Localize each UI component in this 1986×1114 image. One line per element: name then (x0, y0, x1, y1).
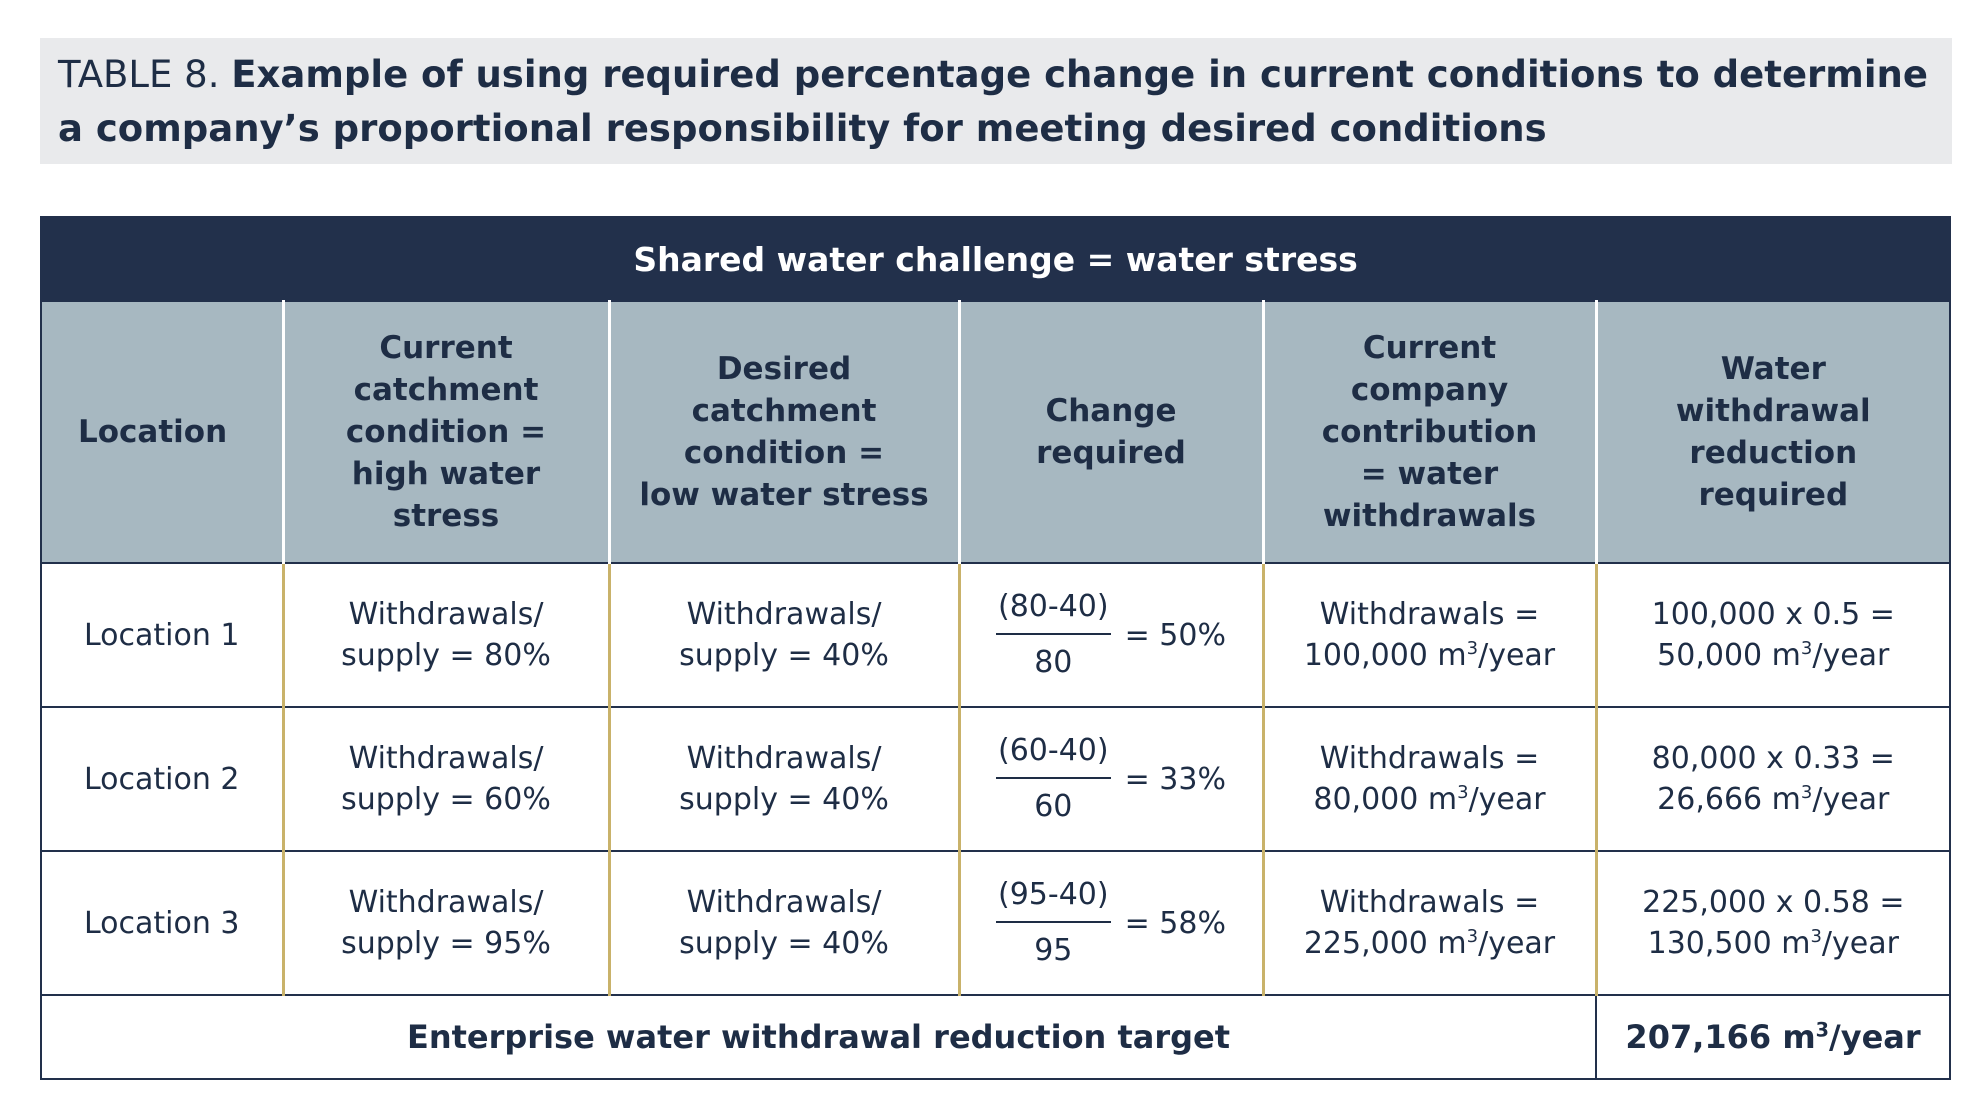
header-line: Water (1720, 351, 1826, 387)
change-required-cell: (80-40) 80 = 50% (957, 562, 1265, 708)
header-line: Current (379, 330, 513, 366)
header-line: Change (1045, 393, 1177, 429)
company-contribution-cell: Withdrawals = 100,000 m3/year (1261, 562, 1598, 708)
header-line: required (1698, 477, 1849, 513)
current-condition-cell: Withdrawals/supply = 80% (281, 562, 611, 708)
current-condition-cell: Withdrawals/supply = 60% (281, 706, 611, 852)
desired-condition-cell: Withdrawals/supply = 40% (607, 706, 961, 852)
fraction-result: = 33% (1124, 761, 1226, 797)
fraction-denominator: 80 (1034, 645, 1073, 680)
challenge-heading: Shared water challenge = water stress (39, 216, 1952, 302)
header-company-contribution: Current company contribution = water withdra… (1261, 301, 1598, 563)
header-line: stress (392, 498, 500, 534)
fraction: (95-40) 95 (996, 873, 1111, 973)
header-reduction-required: Water withdrawal reduction required (1594, 301, 1952, 563)
header-line: high water (351, 456, 541, 492)
company-contribution-cell: Withdrawals = 225,000 m3/year (1261, 850, 1598, 996)
header-line: Current (1362, 330, 1497, 366)
header-line: Location (78, 414, 228, 450)
header-current-condition: Current catchment condition = high water str… (281, 301, 611, 563)
header-line: low water stress (639, 477, 929, 513)
total-value: 207,166 m3/year (1594, 994, 1952, 1080)
company-contribution-cell: Withdrawals = 80,000 m3/year (1261, 706, 1598, 852)
fraction: (80-40) 80 (996, 585, 1111, 685)
caption-label: TABLE 8. (58, 53, 220, 96)
table-row: Location 1 Withdrawals/supply = 80% Withdr… (40, 562, 1952, 708)
header-location: Location (40, 301, 285, 563)
total-label: Enterprise water withdrawal reduction ta… (40, 994, 1597, 1080)
current-condition-cell: Withdrawals/supply = 95% (281, 850, 611, 996)
reduction-required-cell: 225,000 x 0.58 = 130,500 m3/year (1594, 850, 1952, 996)
data-table: Shared water challenge = water stress Lo… (39, 216, 1952, 1080)
header-line: catchment (691, 393, 877, 429)
reduction-required-cell: 100,000 x 0.5 = 50,000 m3/year (1594, 562, 1952, 708)
table-caption: TABLE 8. Example of using required perce… (40, 38, 1952, 164)
location-cell: Location 1 (40, 562, 285, 708)
fraction: (60-40) 60 (996, 729, 1111, 829)
reduction-required-cell: 80,000 x 0.33 = 26,666 m3/year (1594, 706, 1952, 852)
header-line: required (1036, 435, 1186, 471)
fraction-denominator: 60 (1034, 789, 1073, 824)
header-change-required: Change required (957, 301, 1265, 563)
header-line: = water (1360, 456, 1499, 492)
table-row: Location 2 Withdrawals/supply = 60% Withdr… (40, 706, 1952, 852)
data-table-container: Shared water challenge = water stress Lo… (39, 216, 1952, 1080)
fraction-numerator: (60-40) (996, 729, 1111, 779)
desired-condition-cell: Withdrawals/supply = 40% (607, 850, 961, 996)
change-required-cell: (95-40) 95 = 58% (957, 850, 1265, 996)
fraction-result: = 58% (1124, 905, 1226, 941)
location-cell: Location 3 (40, 850, 285, 996)
change-required-cell: (60-40) 60 = 33% (957, 706, 1265, 852)
header-desired-condition: Desired catchment condition = low water str… (607, 301, 961, 563)
location-cell: Location 2 (40, 706, 285, 852)
table-row: Location 3 Withdrawals/supply = 95% Withdr… (40, 850, 1952, 996)
header-line: catchment (353, 372, 539, 408)
header-line: withdrawals (1322, 498, 1537, 534)
header-line: condition = (683, 435, 885, 471)
fraction-result: = 50% (1124, 617, 1226, 653)
header-line: contribution (1321, 414, 1538, 450)
desired-condition-cell: Withdrawals/supply = 40% (607, 562, 961, 708)
header-line: Desired (716, 351, 852, 387)
header-line: reduction (1689, 435, 1858, 471)
header-line: company (1350, 372, 1509, 408)
fraction-numerator: (80-40) (996, 585, 1111, 635)
fraction-numerator: (95-40) (996, 873, 1111, 923)
header-line: withdrawal (1675, 393, 1871, 429)
fraction-denominator: 95 (1034, 933, 1073, 968)
header-line: condition = (345, 414, 547, 450)
caption-title: Example of using required percentage cha… (58, 53, 1928, 150)
